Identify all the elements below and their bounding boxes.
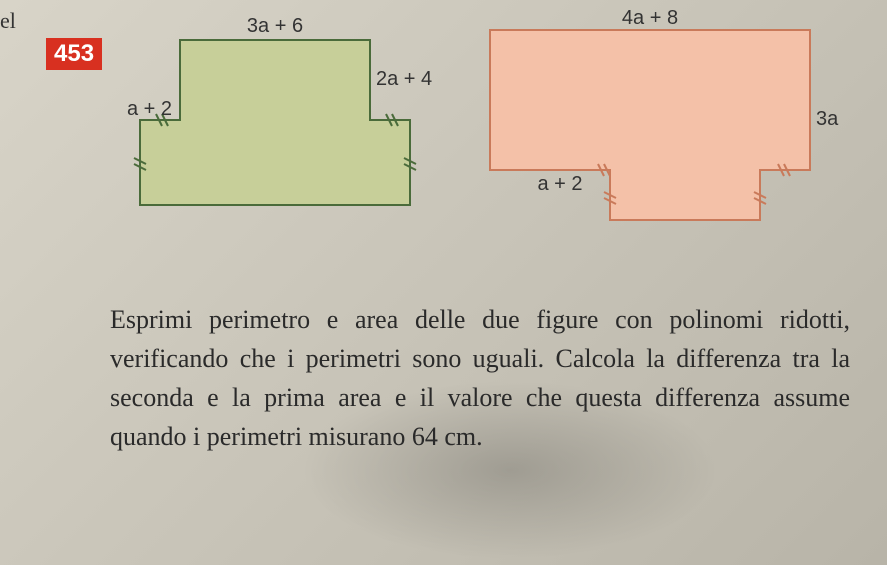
figures-svg: 3a + 6 2a + 4 a + 2 [120, 10, 840, 270]
fig1-label-right: 2a + 4 [376, 68, 432, 90]
fig2-label-right: 3a + 6 [816, 108, 840, 130]
figure-1: 3a + 6 2a + 4 a + 2 [127, 15, 432, 205]
fig1-label-left-notch: a + 2 [127, 98, 172, 120]
problem-text: Esprimi perimetro e area delle due figur… [110, 300, 850, 456]
figure-2: 4a + 8 3a + 6 a + 2 [490, 10, 840, 220]
textbook-page: el 453 [0, 0, 887, 565]
fig2-label-top: 4a + 8 [622, 10, 678, 29]
exercise-number-badge: 453 [46, 38, 102, 70]
fig1-label-top: 3a + 6 [247, 15, 303, 37]
figures-container: 3a + 6 2a + 4 a + 2 [120, 10, 840, 270]
fig2-label-left-inner: a + 2 [537, 173, 582, 195]
page-fragment-text: el [0, 8, 16, 34]
